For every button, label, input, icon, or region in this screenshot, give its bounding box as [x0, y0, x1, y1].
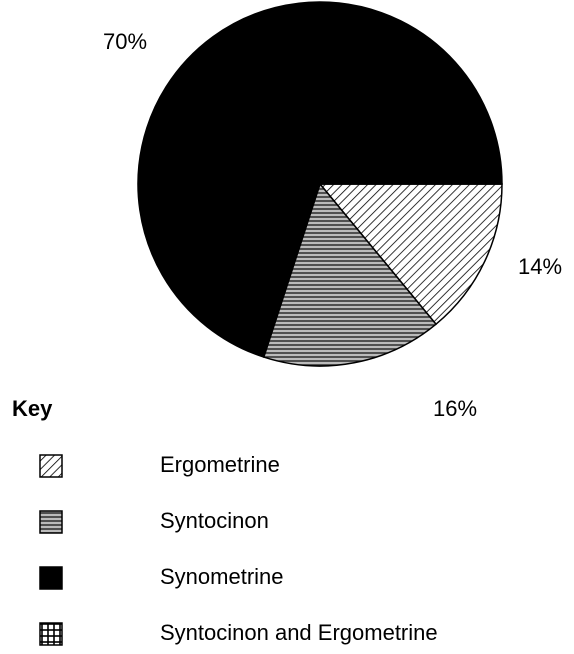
value-label: 16%	[433, 396, 477, 421]
legend-title: Key	[12, 396, 53, 421]
legend-swatch	[39, 510, 63, 534]
legend-label: Ergometrine	[160, 452, 280, 477]
legend-label: Syntocinon	[160, 508, 269, 533]
legend-swatch	[39, 566, 63, 590]
pie-slice	[318, 183, 503, 326]
value-label: 14%	[518, 254, 562, 279]
legend-label: Syntocinon and Ergometrine	[160, 620, 438, 645]
legend-swatch	[39, 622, 63, 646]
pie-slice	[137, 1, 503, 359]
legend-label: Synometrine	[160, 564, 284, 589]
value-label: 70%	[103, 29, 147, 54]
pie-slice	[262, 182, 438, 367]
legend-swatch	[39, 454, 63, 478]
